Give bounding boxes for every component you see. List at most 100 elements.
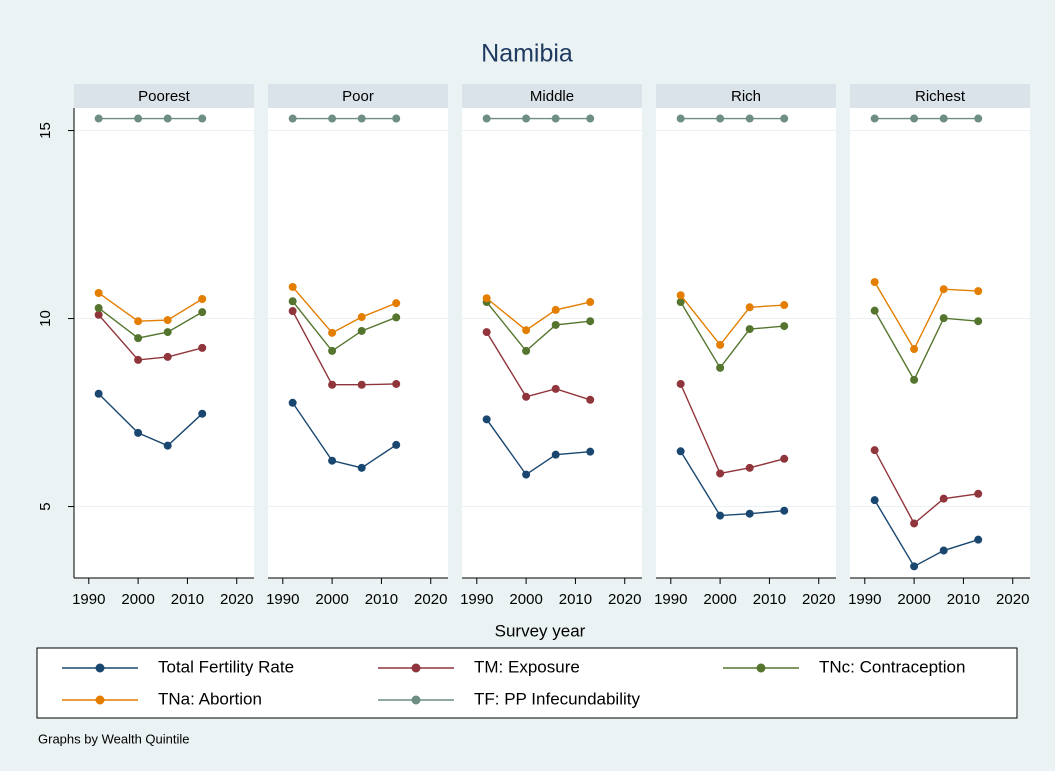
- data-point: [780, 322, 789, 331]
- data-point: [357, 114, 366, 123]
- x-tick-label: 1990: [654, 591, 687, 608]
- data-point: [870, 496, 879, 505]
- x-tick-label: 1990: [460, 591, 493, 608]
- data-point: [134, 334, 143, 343]
- data-point: [870, 446, 879, 455]
- legend-marker: [95, 695, 105, 705]
- x-tick-label: 1990: [266, 591, 299, 608]
- x-tick-label: 2000: [509, 591, 542, 608]
- legend-marker: [756, 663, 766, 673]
- series-line: [874, 310, 979, 382]
- x-axis-title: Survey year: [495, 621, 586, 640]
- data-point: [939, 285, 948, 294]
- x-tick-label: 2000: [121, 591, 154, 608]
- series-line: [680, 294, 785, 347]
- data-point: [780, 114, 789, 123]
- note: Graphs by Wealth Quintile: [38, 731, 190, 746]
- data-point: [870, 278, 879, 287]
- x-tick-label: 2020: [414, 591, 447, 608]
- plot-area: [268, 108, 448, 578]
- data-point: [745, 463, 754, 472]
- y-tick-label: 10: [37, 310, 54, 327]
- data-point: [676, 291, 685, 300]
- data-point: [716, 363, 725, 372]
- data-point: [745, 509, 754, 518]
- data-point: [392, 299, 401, 308]
- legend-marker: [411, 695, 421, 705]
- data-point: [328, 114, 337, 123]
- data-point: [676, 379, 685, 388]
- x-tick-label: 2010: [559, 591, 592, 608]
- x-tick-label: 2000: [315, 591, 348, 608]
- data-point: [288, 307, 297, 316]
- data-point: [357, 463, 366, 472]
- data-point: [551, 114, 560, 123]
- data-point: [586, 298, 595, 307]
- data-point: [288, 114, 297, 123]
- data-point: [288, 282, 297, 291]
- x-tick-label: 2010: [171, 591, 204, 608]
- data-point: [910, 519, 919, 528]
- series-line: [292, 300, 397, 352]
- data-point: [522, 346, 531, 355]
- data-point: [716, 511, 725, 520]
- y-tick-label: 15: [37, 122, 54, 139]
- x-tick-label: 2000: [897, 591, 930, 608]
- data-point: [716, 340, 725, 349]
- data-point: [910, 114, 919, 123]
- plot-area: [850, 108, 1030, 578]
- data-point: [482, 328, 491, 337]
- plot-area: [462, 108, 642, 578]
- x-tick-label: 2010: [365, 591, 398, 608]
- data-point: [716, 469, 725, 478]
- series-line: [292, 402, 397, 469]
- data-point: [482, 294, 491, 303]
- data-point: [910, 562, 919, 571]
- series-line: [486, 297, 591, 332]
- legend-label: TM: Exposure: [474, 657, 580, 676]
- legend-box: [36, 647, 1018, 719]
- panel-title: Richest: [915, 88, 966, 105]
- x-tick-label: 1990: [848, 591, 881, 608]
- series-line: [874, 499, 979, 568]
- data-point: [392, 379, 401, 388]
- data-point: [939, 546, 948, 555]
- data-point: [134, 355, 143, 364]
- series-line: [292, 310, 397, 386]
- legend-marker: [411, 663, 421, 673]
- data-point: [482, 415, 491, 424]
- series-line: [486, 331, 591, 401]
- x-tick-label: 1990: [72, 591, 105, 608]
- data-point: [392, 114, 401, 123]
- data-point: [716, 114, 725, 123]
- data-point: [163, 316, 172, 325]
- data-point: [870, 306, 879, 315]
- x-tick-label: 2020: [802, 591, 835, 608]
- data-point: [134, 114, 143, 123]
- series-line: [680, 383, 785, 475]
- data-point: [780, 454, 789, 463]
- legend-marker: [95, 663, 105, 673]
- plot-area: [656, 108, 836, 578]
- data-point: [134, 428, 143, 437]
- x-tick-label: 2010: [947, 591, 980, 608]
- data-point: [974, 317, 983, 326]
- data-point: [551, 450, 560, 459]
- data-point: [357, 313, 366, 322]
- data-point: [392, 313, 401, 322]
- series-line: [98, 292, 203, 322]
- data-point: [551, 384, 560, 393]
- data-point: [328, 380, 337, 389]
- data-point: [198, 308, 207, 317]
- series-line: [680, 450, 785, 517]
- data-point: [163, 114, 172, 123]
- data-point: [522, 326, 531, 335]
- legend-label: TNc: Contraception: [819, 657, 965, 676]
- data-point: [328, 346, 337, 355]
- data-point: [482, 114, 491, 123]
- x-tick-label: 2010: [753, 591, 786, 608]
- series-line: [874, 281, 979, 351]
- legend-label: TNa: Abortion: [158, 689, 262, 708]
- x-tick-label: 2020: [608, 591, 641, 608]
- data-point: [974, 489, 983, 498]
